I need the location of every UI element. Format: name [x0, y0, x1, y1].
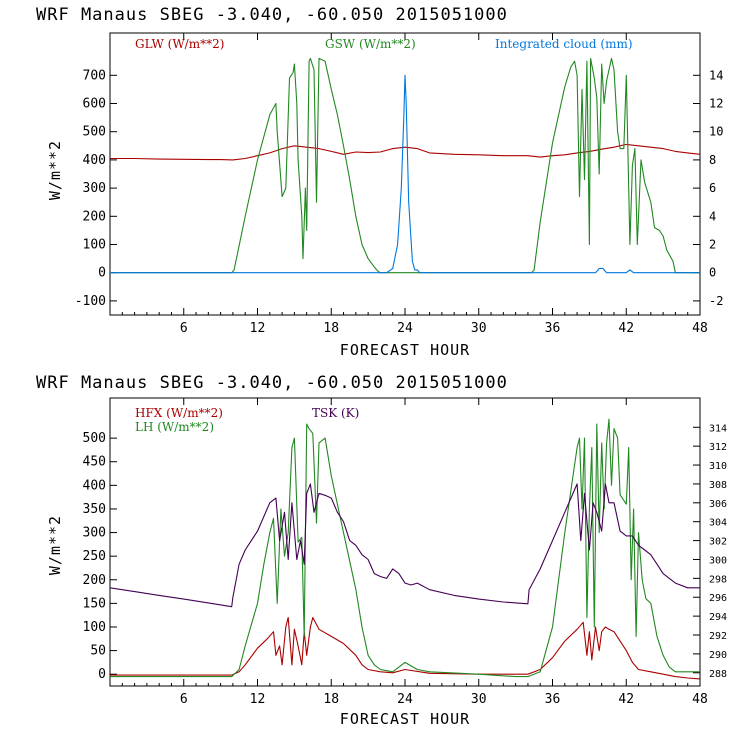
- x-tick-label: 42: [618, 692, 634, 707]
- y2-tick-label: 8: [709, 153, 716, 167]
- y-tick-label: 450: [83, 455, 106, 470]
- y-tick-label: 500: [83, 431, 106, 446]
- y2-tick-label: 302: [709, 537, 727, 548]
- y2-tick-label: -2: [709, 294, 723, 308]
- y2-tick-label: 304: [709, 518, 727, 529]
- series-line-1: [110, 616, 701, 680]
- x-tick-label: 6: [180, 321, 188, 336]
- x-tick-label: 30: [471, 692, 487, 707]
- y-tick-label: 100: [83, 620, 106, 635]
- legend-entry: HFX (W/m**2): [135, 406, 223, 420]
- y-tick-label: 0: [98, 266, 106, 281]
- x-tick-label: 36: [545, 692, 561, 707]
- y2-tick-label: 306: [709, 499, 727, 510]
- y-tick-label: 700: [83, 68, 106, 83]
- y-tick-label: 50: [90, 644, 106, 659]
- x-tick-label: 42: [618, 321, 634, 336]
- y-tick-label: 100: [83, 238, 106, 253]
- y2-tick-label: 14: [709, 68, 723, 82]
- legend-entry: GLW (W/m**2): [135, 37, 224, 51]
- series-line-2: [110, 418, 700, 678]
- x-axis-label: FORECAST HOUR: [340, 710, 470, 728]
- y-tick-label: 200: [83, 573, 106, 588]
- y2-tick-label: 294: [709, 612, 727, 623]
- x-tick-label: 48: [692, 321, 708, 336]
- legend-entry: TSK (K): [312, 406, 359, 420]
- y-axis-label: W/m**2: [46, 515, 64, 575]
- y-tick-label: 400: [83, 478, 106, 493]
- y-tick-label: 300: [83, 181, 106, 196]
- y-tick-label: 250: [83, 549, 106, 564]
- series-line-3: [109, 483, 700, 608]
- y-tick-label: 400: [83, 153, 106, 168]
- legend-entry: Integrated cloud (mm): [495, 37, 633, 51]
- y2-tick-label: 296: [709, 593, 727, 604]
- y2-tick-label: 6: [709, 181, 716, 195]
- series-line-1: [110, 143, 701, 161]
- y2-tick-label: 10: [709, 125, 723, 139]
- y-tick-label: 350: [83, 502, 106, 517]
- x-tick-label: 12: [250, 321, 266, 336]
- x-tick-label: 6: [180, 692, 188, 707]
- y2-tick-label: 2: [709, 238, 716, 252]
- y2-tick-label: 288: [709, 669, 727, 680]
- y-tick-label: -100: [75, 294, 106, 309]
- y-axis-label: W/m**2: [46, 140, 64, 200]
- x-tick-label: 18: [323, 321, 339, 336]
- y2-tick-label: 298: [709, 574, 727, 585]
- panel-header: WRF Manaus SBEG -3.040, -60.050 20150510…: [36, 373, 508, 393]
- y2-tick-label: 308: [709, 480, 727, 491]
- y-tick-label: 0: [98, 667, 106, 682]
- y2-tick-label: 12: [709, 97, 723, 111]
- y2-tick-label: 300: [709, 555, 727, 566]
- series-line-2: [110, 57, 700, 274]
- y2-tick-label: 292: [709, 631, 727, 642]
- y-tick-label: 150: [83, 596, 106, 611]
- y2-tick-label: 314: [709, 423, 727, 434]
- plot-frame: [109, 397, 701, 687]
- x-tick-label: 12: [250, 692, 266, 707]
- y-tick-label: 500: [83, 125, 106, 140]
- y2-tick-label: 290: [709, 650, 727, 661]
- y2-tick-label: 310: [709, 461, 727, 472]
- x-tick-label: 36: [545, 321, 561, 336]
- legend-entry: GSW (W/m**2): [325, 37, 416, 51]
- chart-panel-2: [109, 397, 701, 687]
- chart-panel-1: [109, 32, 701, 316]
- panel-header: WRF Manaus SBEG -3.040, -60.050 20150510…: [36, 5, 508, 25]
- x-axis-label: FORECAST HOUR: [340, 341, 470, 359]
- y2-tick-label: 4: [709, 209, 716, 223]
- x-tick-label: 18: [323, 692, 339, 707]
- x-tick-label: 48: [692, 692, 708, 707]
- x-tick-label: 24: [397, 692, 413, 707]
- series-line-3: [110, 74, 700, 274]
- y-tick-label: 600: [83, 97, 106, 112]
- x-tick-label: 30: [471, 321, 487, 336]
- y-tick-label: 200: [83, 209, 106, 224]
- legend-entry: LH (W/m**2): [135, 420, 214, 434]
- x-tick-label: 24: [397, 321, 413, 336]
- y2-tick-label: 0: [709, 266, 716, 280]
- y2-tick-label: 312: [709, 442, 727, 453]
- y-tick-label: 300: [83, 526, 106, 541]
